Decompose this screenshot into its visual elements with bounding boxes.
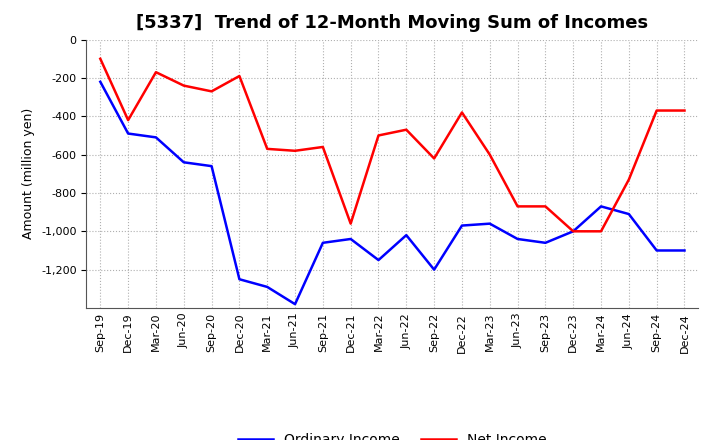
Y-axis label: Amount (million yen): Amount (million yen) — [22, 108, 35, 239]
Net Income — [485, 152, 494, 157]
Net Income — [291, 148, 300, 154]
Ordinary Income — [513, 236, 522, 242]
Ordinary Income — [152, 135, 161, 140]
Ordinary Income — [207, 164, 216, 169]
Line: Net Income: Net Income — [100, 59, 685, 231]
Ordinary Income — [346, 236, 355, 242]
Net Income — [569, 229, 577, 234]
Ordinary Income — [430, 267, 438, 272]
Net Income — [541, 204, 550, 209]
Ordinary Income — [485, 221, 494, 226]
Net Income — [235, 73, 243, 79]
Line: Ordinary Income: Ordinary Income — [100, 82, 685, 304]
Legend: Ordinary Income, Net Income: Ordinary Income, Net Income — [233, 428, 552, 440]
Net Income — [652, 108, 661, 113]
Ordinary Income — [235, 277, 243, 282]
Net Income — [430, 156, 438, 161]
Net Income — [318, 144, 327, 150]
Net Income — [346, 221, 355, 226]
Ordinary Income — [291, 301, 300, 307]
Net Income — [179, 83, 188, 88]
Net Income — [207, 89, 216, 94]
Title: [5337]  Trend of 12-Month Moving Sum of Incomes: [5337] Trend of 12-Month Moving Sum of I… — [136, 15, 649, 33]
Ordinary Income — [263, 284, 271, 290]
Ordinary Income — [124, 131, 132, 136]
Ordinary Income — [402, 232, 410, 238]
Net Income — [513, 204, 522, 209]
Ordinary Income — [96, 79, 104, 84]
Net Income — [152, 70, 161, 75]
Ordinary Income — [680, 248, 689, 253]
Ordinary Income — [318, 240, 327, 246]
Net Income — [624, 177, 633, 182]
Ordinary Income — [569, 229, 577, 234]
Ordinary Income — [652, 248, 661, 253]
Net Income — [597, 229, 606, 234]
Ordinary Income — [541, 240, 550, 246]
Ordinary Income — [458, 223, 467, 228]
Net Income — [680, 108, 689, 113]
Ordinary Income — [624, 211, 633, 216]
Net Income — [374, 133, 383, 138]
Net Income — [263, 146, 271, 151]
Net Income — [458, 110, 467, 115]
Ordinary Income — [597, 204, 606, 209]
Net Income — [124, 117, 132, 123]
Ordinary Income — [179, 160, 188, 165]
Net Income — [402, 127, 410, 132]
Ordinary Income — [374, 257, 383, 263]
Net Income — [96, 56, 104, 62]
